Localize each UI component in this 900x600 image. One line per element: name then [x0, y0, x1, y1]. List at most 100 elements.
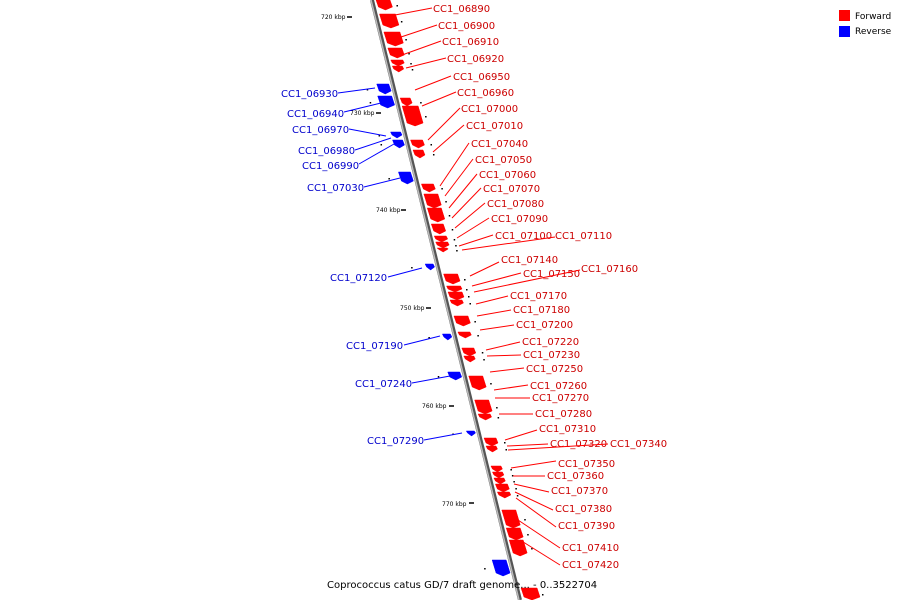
gene-feature-forward[interactable]: [485, 445, 498, 453]
gene-label-forward[interactable]: CC1_07160: [581, 264, 638, 275]
gene-feature-forward[interactable]: [493, 477, 506, 485]
gene-label-reverse[interactable]: CC1_06940: [287, 109, 344, 120]
gene-label-forward[interactable]: CC1_07040: [471, 139, 528, 150]
gene-feature-forward[interactable]: [430, 223, 447, 235]
gene-feature-forward[interactable]: [399, 97, 413, 107]
gene-feature-forward[interactable]: [477, 413, 492, 421]
gene-label-forward[interactable]: CC1_07180: [513, 305, 570, 316]
gene-label-forward[interactable]: CC1_07420: [562, 560, 619, 571]
gene-feature-forward[interactable]: [436, 247, 449, 253]
gene-label-forward[interactable]: CC1_06910: [442, 37, 499, 48]
gene-label-reverse[interactable]: CC1_06970: [292, 125, 349, 136]
gene-label-reverse[interactable]: CC1_07120: [330, 273, 387, 284]
gene-label-forward[interactable]: CC1_07310: [539, 424, 596, 435]
gene-feature-forward[interactable]: [505, 527, 524, 541]
gene-feature-forward[interactable]: [468, 375, 487, 391]
gene-label-forward[interactable]: CC1_07260: [530, 381, 587, 392]
gene-feature-reverse[interactable]: [491, 559, 511, 577]
gene-feature-forward[interactable]: [426, 207, 446, 223]
gene-label-forward[interactable]: CC1_07150: [523, 269, 580, 280]
gene-label-reverse[interactable]: CC1_06930: [281, 89, 338, 100]
gene-feature-forward[interactable]: [496, 491, 512, 499]
gene-feature-forward[interactable]: [443, 273, 461, 285]
gene-feature-forward[interactable]: [495, 483, 510, 493]
gene-label-forward[interactable]: CC1_07410: [562, 543, 619, 554]
gene-feature-reverse[interactable]: [424, 263, 435, 271]
gene-feature-forward[interactable]: [501, 509, 521, 529]
gene-feature-forward[interactable]: [483, 437, 499, 447]
gene-feature-forward[interactable]: [520, 587, 541, 600]
gene-label-forward[interactable]: CC1_06890: [433, 4, 490, 15]
gene-feature-forward[interactable]: [387, 47, 405, 59]
gene-feature-forward[interactable]: [383, 31, 404, 47]
gene-feature-forward[interactable]: [492, 471, 505, 479]
gene-label-forward[interactable]: CC1_07010: [466, 121, 523, 132]
gene-feature-forward[interactable]: [490, 465, 503, 473]
gene-label-forward[interactable]: CC1_07100: [495, 231, 552, 242]
gene-feature-forward[interactable]: [461, 347, 477, 357]
gene-feature-forward[interactable]: [390, 59, 405, 67]
gene-label-forward[interactable]: CC1_06960: [457, 88, 514, 99]
gene-label-forward[interactable]: CC1_07070: [483, 184, 540, 195]
gene-feature-reverse[interactable]: [390, 131, 403, 139]
gene-label-reverse[interactable]: CC1_07030: [307, 183, 364, 194]
gene-label-forward[interactable]: CC1_07090: [491, 214, 548, 225]
gene-feature-reverse[interactable]: [465, 430, 476, 437]
gene-feature-reverse[interactable]: [447, 371, 463, 381]
gene-label-forward[interactable]: CC1_06900: [438, 21, 495, 32]
gene-feature-forward[interactable]: [453, 315, 471, 327]
gene-label-forward[interactable]: CC1_06950: [453, 72, 510, 83]
gene-label-forward[interactable]: CC1_07140: [501, 255, 558, 266]
gene-feature-forward[interactable]: [412, 149, 426, 159]
gene-label-forward[interactable]: CC1_07340: [610, 439, 667, 450]
feature-marker: [451, 229, 454, 231]
gene-feature-forward[interactable]: [391, 65, 405, 73]
gene-feature-reverse[interactable]: [398, 171, 414, 185]
gene-label-forward[interactable]: CC1_07110: [555, 231, 612, 242]
gene-feature-forward[interactable]: [410, 139, 425, 149]
gene-label-forward[interactable]: CC1_07250: [526, 364, 583, 375]
gene-feature-forward[interactable]: [401, 105, 424, 127]
gene-label-forward[interactable]: CC1_07170: [510, 291, 567, 302]
legend-swatch-forward: [839, 10, 850, 21]
gene-label-forward[interactable]: CC1_07370: [551, 486, 608, 497]
gene-label-reverse[interactable]: CC1_06980: [298, 146, 355, 157]
gene-label-forward[interactable]: CC1_07080: [487, 199, 544, 210]
leader-line: [469, 261, 500, 277]
gene-label-forward[interactable]: CC1_07280: [535, 409, 592, 420]
gene-feature-reverse[interactable]: [377, 95, 395, 109]
gene-feature-forward[interactable]: [447, 291, 465, 301]
gene-label-reverse[interactable]: CC1_07290: [367, 436, 424, 447]
gene-feature-forward[interactable]: [446, 285, 463, 293]
gene-feature-forward[interactable]: [379, 13, 400, 29]
gene-label-reverse[interactable]: CC1_07190: [346, 341, 403, 352]
gene-feature-forward[interactable]: [457, 331, 472, 339]
gene-label-forward[interactable]: CC1_07350: [558, 459, 615, 470]
gene-label-forward[interactable]: CC1_07360: [547, 471, 604, 482]
gene-label-forward[interactable]: CC1_07320: [550, 439, 607, 450]
gene-feature-reverse[interactable]: [376, 83, 392, 95]
gene-feature-forward[interactable]: [435, 241, 450, 249]
gene-feature-reverse[interactable]: [392, 139, 405, 149]
gene-label-reverse[interactable]: CC1_07240: [355, 379, 412, 390]
gene-feature-forward[interactable]: [449, 299, 464, 307]
feature-marker: [466, 289, 468, 291]
gene-label-reverse[interactable]: CC1_06990: [302, 161, 359, 172]
gene-label-forward[interactable]: CC1_07380: [555, 504, 612, 515]
gene-feature-forward[interactable]: [423, 193, 442, 209]
gene-feature-reverse[interactable]: [441, 333, 453, 341]
gene-label-forward[interactable]: CC1_07200: [516, 320, 573, 331]
gene-feature-forward[interactable]: [463, 355, 476, 363]
gene-label-forward[interactable]: CC1_06920: [447, 54, 504, 65]
gene-feature-forward[interactable]: [474, 399, 493, 415]
gene-label-forward[interactable]: CC1_07060: [479, 170, 536, 181]
gene-feature-forward[interactable]: [421, 183, 436, 193]
gene-label-forward[interactable]: CC1_07050: [475, 155, 532, 166]
gene-label-forward[interactable]: CC1_07270: [532, 393, 589, 404]
gene-label-forward[interactable]: CC1_07220: [522, 337, 579, 348]
gene-label-forward[interactable]: CC1_07230: [523, 350, 580, 361]
gene-label-forward[interactable]: CC1_07000: [461, 104, 518, 115]
gene-feature-forward[interactable]: [375, 0, 393, 11]
gene-feature-forward[interactable]: [433, 235, 449, 243]
gene-label-forward[interactable]: CC1_07390: [558, 521, 615, 532]
